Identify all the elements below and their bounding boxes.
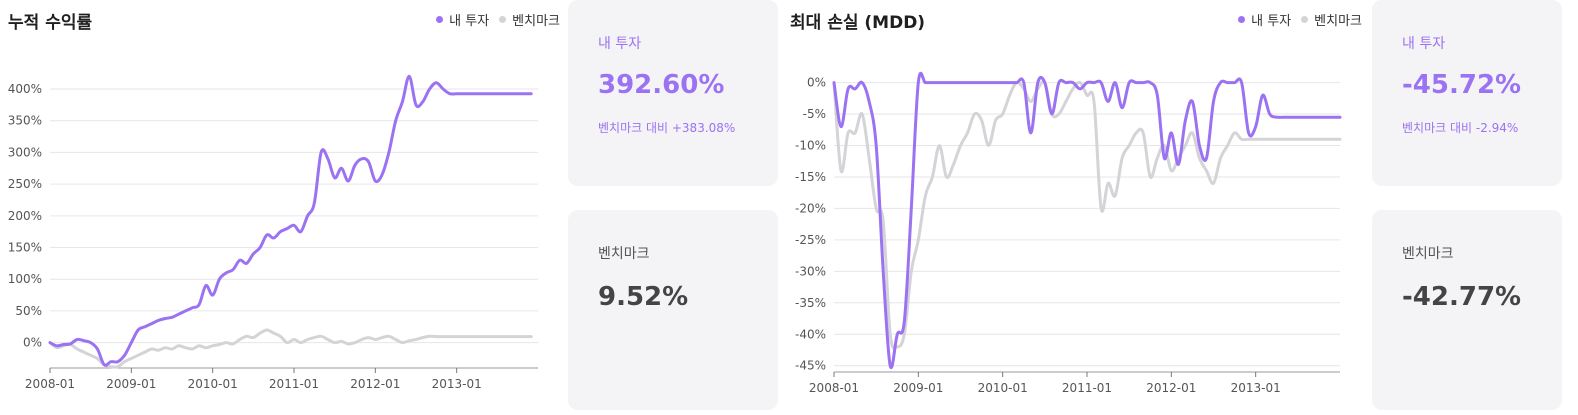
legend-dot-benchmark xyxy=(499,16,507,23)
x-tick-label: 2009-01 xyxy=(893,381,943,395)
y-tick-label: 0% xyxy=(23,336,42,350)
y-tick-label: 300% xyxy=(8,145,42,159)
series-line-mine xyxy=(832,71,1342,370)
x-tick-label: 2012-01 xyxy=(350,377,400,391)
legend-item-benchmark[interactable]: 벤치마크 xyxy=(499,10,560,29)
y-tick-label: -5% xyxy=(803,107,826,121)
mdd-card-mine: 내 투자 -45.72% 벤치마크 대비 -2.94% xyxy=(1372,0,1562,186)
legend-label-benchmark: 벤치마크 xyxy=(512,14,560,29)
card-label: 벤치마크 xyxy=(1402,246,1454,262)
legend-dot-mine xyxy=(1238,16,1246,23)
card-sub: 벤치마크 대비 -2.94% xyxy=(1402,121,1519,135)
y-tick-label: -40% xyxy=(795,327,826,341)
card-label: 내 투자 xyxy=(598,36,642,52)
y-tick-label: 350% xyxy=(8,114,42,128)
y-tick-label: -45% xyxy=(795,359,826,373)
legend-label-mine: 내 투자 xyxy=(449,14,490,29)
series-line-mine xyxy=(48,74,533,367)
y-tick-label: 250% xyxy=(8,177,42,191)
mdd-card-benchmark: 벤치마크 -42.77% xyxy=(1372,210,1562,410)
legend-item-mine[interactable]: 내 투자 xyxy=(436,10,489,29)
y-tick-label: 150% xyxy=(8,241,42,255)
x-tick-label: 2011-01 xyxy=(1062,381,1112,395)
cumulative-return-chart: 누적 수익률 내 투자 벤치마크 0% 50% 100% 150% 200% 250% 30… xyxy=(0,0,560,415)
x-tick-label: 2013-01 xyxy=(1231,381,1281,395)
card-value: -45.72% xyxy=(1402,70,1522,100)
y-tick-label: 0% xyxy=(807,76,826,90)
y-tick-label: -10% xyxy=(795,139,826,153)
y-tick-label: 200% xyxy=(8,209,42,223)
chart-legend: 내 투자 벤치마크 xyxy=(1234,10,1362,29)
x-tick-label: 2010-01 xyxy=(188,377,238,391)
cumulative-return-plot: 0% 50% 100% 150% 200% 250% 300% 350% 400% 2008-01… xyxy=(8,74,538,391)
y-tick-label: 400% xyxy=(8,82,42,96)
card-label: 벤치마크 xyxy=(598,246,650,262)
y-tick-label: -30% xyxy=(795,264,826,278)
x-tick-label: 2013-01 xyxy=(432,377,482,391)
chart-title: 누적 수익률 xyxy=(8,13,93,33)
y-tick-label: -15% xyxy=(795,170,826,184)
x-tick-label: 2011-01 xyxy=(269,377,319,391)
y-tick-label: -25% xyxy=(795,233,826,247)
chart-legend: 내 투자 벤치마크 xyxy=(432,10,560,29)
chart-title: 최대 손실 (MDD) xyxy=(790,13,926,33)
legend-label-mine: 내 투자 xyxy=(1251,14,1292,29)
legend-dot-benchmark xyxy=(1301,16,1309,23)
return-card-mine: 내 투자 392.60% 벤치마크 대비 +383.08% xyxy=(568,0,778,186)
y-tick-label: -35% xyxy=(795,296,826,310)
y-tick-label: 100% xyxy=(8,272,42,286)
legend-item-mine[interactable]: 내 투자 xyxy=(1238,10,1291,29)
x-tick-label: 2008-01 xyxy=(25,377,75,391)
legend-item-benchmark[interactable]: 벤치마크 xyxy=(1301,10,1362,29)
legend-label-benchmark: 벤치마크 xyxy=(1314,14,1362,29)
return-card-benchmark: 벤치마크 9.52% xyxy=(568,210,778,410)
card-label: 내 투자 xyxy=(1402,36,1446,52)
y-tick-label: 50% xyxy=(15,304,42,318)
y-tick-label: -20% xyxy=(795,201,826,215)
mdd-plot: 0% -5% -10% -15% -20% -25% -30% -35% -40% -45% 200… xyxy=(795,71,1342,395)
card-value: 9.52% xyxy=(598,282,689,312)
card-value: -42.77% xyxy=(1402,282,1522,312)
card-sub: 벤치마크 대비 +383.08% xyxy=(598,121,736,135)
mdd-chart: 최대 손실 (MDD) 내 투자 벤치마크 0% -5% -10% -15% -20% -… xyxy=(782,0,1362,415)
x-tick-label: 2008-01 xyxy=(809,381,859,395)
legend-dot-mine xyxy=(436,16,444,23)
series-line-benchmark xyxy=(832,79,1342,350)
x-tick-label: 2009-01 xyxy=(106,377,156,391)
x-tick-label: 2010-01 xyxy=(978,381,1028,395)
x-tick-label: 2012-01 xyxy=(1146,381,1196,395)
card-value: 392.60% xyxy=(598,70,725,100)
series-line-benchmark xyxy=(48,328,533,369)
